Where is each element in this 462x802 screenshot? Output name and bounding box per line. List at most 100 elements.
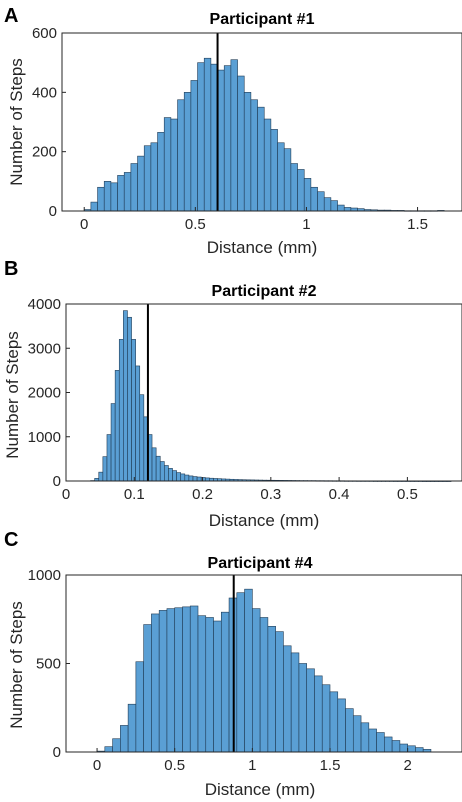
- histogram-bar: [168, 468, 173, 482]
- histogram-bar: [283, 148, 292, 212]
- histogram-bar: [117, 175, 125, 212]
- histogram-bar: [306, 668, 315, 753]
- x-ticks: 0 0.5 1 1.5: [80, 207, 428, 233]
- histogram-bar: [163, 117, 172, 212]
- histogram-bar: [184, 474, 190, 482]
- histogram-bar: [150, 142, 158, 212]
- y-tick-label: 1000: [28, 567, 61, 584]
- histogram-bar: [352, 715, 362, 753]
- y-tick-label: 600: [32, 25, 57, 42]
- bars-group: [96, 588, 432, 753]
- chart-title: Participant #4: [208, 555, 313, 572]
- bars-group: [83, 57, 445, 212]
- y-tick-label: 4000: [28, 296, 61, 313]
- panel-letter-b: B: [4, 258, 18, 280]
- histogram-bar: [174, 607, 183, 753]
- histogram-bar: [127, 703, 137, 753]
- x-axis-label: Distance (mm): [209, 511, 320, 530]
- x-ticks: 0 0.5 1 1.5 2: [93, 748, 412, 774]
- y-axis-label: Number of Steps: [7, 58, 26, 186]
- histogram-bar: [250, 99, 258, 212]
- panel-participant-2: B Participant #2 0 0.1 0.2 0.3 0.4 0.5 0 1000 2…: [3, 258, 462, 530]
- histogram-bar: [127, 316, 132, 482]
- x-tick-label: 1.5: [320, 757, 341, 774]
- histogram-bar: [120, 725, 129, 753]
- histogram-bar: [143, 624, 152, 753]
- histogram-bar: [157, 132, 165, 212]
- histogram-bar: [345, 708, 354, 753]
- panel-letter-c: C: [4, 529, 18, 551]
- histogram-bar: [407, 745, 416, 753]
- histogram-bar: [143, 145, 152, 212]
- axes-box: [61, 32, 462, 212]
- y-axis-label: Number of Steps: [7, 601, 26, 729]
- histogram-bar: [106, 434, 112, 482]
- panel-participant-4: C Participant #4 0 0.5 1 1.5 2 0 500 1000 Dist…: [4, 529, 462, 799]
- histogram-bar: [176, 472, 182, 482]
- histogram-bar: [270, 129, 278, 212]
- histogram-bar: [180, 473, 186, 482]
- histogram-bar: [98, 471, 104, 482]
- y-tick-label: 0: [53, 473, 61, 490]
- histogram-bar: [205, 617, 214, 753]
- histogram-bar: [103, 181, 112, 212]
- histogram-bar: [330, 200, 338, 212]
- y-tick-label: 2000: [28, 385, 61, 402]
- histogram-bar: [384, 736, 393, 753]
- histogram-bar: [259, 617, 269, 753]
- histogram-bar: [243, 92, 252, 212]
- histogram-bar: [297, 169, 305, 212]
- x-tick-label: 0.5: [185, 216, 206, 233]
- histogram-bar: [170, 118, 178, 212]
- histogram-bar: [130, 163, 138, 212]
- histogram-bar: [213, 620, 222, 753]
- histogram-bar: [137, 155, 145, 212]
- x-tick-label: 0.4: [329, 486, 350, 503]
- panel-participant-1: A Participant #1 0 0.5 1 1.5 0 200 400 600 Dis…: [4, 5, 462, 257]
- histogram-bar: [237, 75, 245, 212]
- y-ticks: 0 200 400 600: [32, 25, 66, 220]
- histogram-bar: [97, 186, 105, 212]
- histogram-bar: [123, 310, 128, 482]
- x-ticks: 0 0.1 0.2 0.3 0.4 0.5: [62, 477, 418, 503]
- y-tick-label: 500: [36, 656, 61, 673]
- x-tick-label: 0: [93, 757, 101, 774]
- y-tick-label: 200: [32, 144, 57, 161]
- histogram-bar: [90, 201, 98, 212]
- histogram-bar: [102, 456, 108, 482]
- x-tick-label: 0.1: [124, 486, 145, 503]
- histogram-bar: [112, 738, 121, 753]
- histogram-bar: [303, 178, 312, 212]
- histogram-bar: [196, 476, 202, 482]
- histogram-bar: [399, 743, 408, 753]
- histogram-bar: [189, 605, 199, 753]
- chart-title: Participant #1: [210, 11, 315, 28]
- histogram-bar: [343, 207, 352, 212]
- histogram-bar: [151, 447, 157, 482]
- histogram-bar: [223, 65, 232, 212]
- x-tick-label: 0: [62, 486, 70, 503]
- histogram-bar: [159, 461, 165, 482]
- histogram-bar: [337, 698, 346, 753]
- histogram-bar: [158, 610, 168, 753]
- histogram-bar: [337, 204, 345, 212]
- y-tick-label: 3000: [28, 340, 61, 357]
- x-tick-label: 0.2: [192, 486, 213, 503]
- y-tick-label: 0: [53, 744, 61, 761]
- histogram-bar: [283, 645, 292, 753]
- histogram-bar: [155, 455, 161, 482]
- x-axis-label: Distance (mm): [205, 780, 316, 799]
- x-tick-label: 1: [302, 216, 310, 233]
- histogram-bar: [230, 59, 238, 212]
- y-tick-label: 1000: [28, 429, 61, 446]
- y-ticks: 0 1000 2000 3000 4000: [28, 296, 70, 490]
- histogram-bar: [114, 370, 120, 482]
- histogram-bar: [317, 191, 325, 212]
- histogram-bar: [267, 626, 276, 753]
- histogram-bar: [135, 365, 141, 482]
- histogram-bar: [139, 394, 145, 482]
- histogram-bar: [203, 57, 212, 212]
- histogram-bar: [131, 339, 136, 482]
- histogram-bar: [118, 339, 124, 482]
